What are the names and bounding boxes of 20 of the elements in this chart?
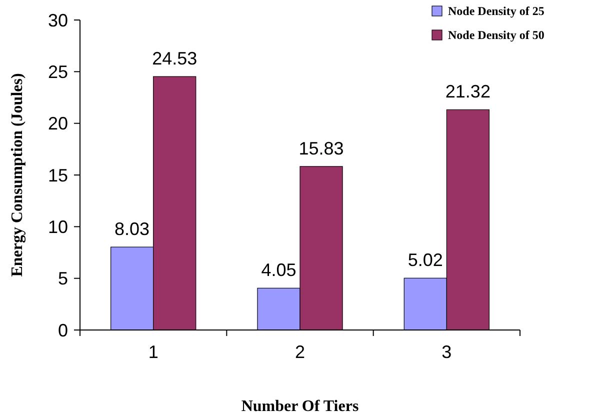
x-tick-label: 2: [294, 342, 306, 362]
data-label: 4.05: [261, 260, 296, 280]
y-tick-label: 15: [48, 165, 68, 186]
y-tick-label: 10: [48, 216, 68, 237]
data-label: 24.53: [152, 48, 198, 69]
data-label: 5.02: [408, 250, 443, 270]
x-axis-title: Number Of Tiers: [241, 398, 359, 415]
y-tick-label: 30: [48, 10, 68, 30]
x-tick-label: 1: [148, 342, 158, 362]
y-tick-label: 20: [48, 114, 68, 134]
y-tick-label: 5: [58, 268, 68, 289]
legend-label: Node Density of 50: [448, 28, 544, 42]
legend-label: Node Density of 25: [448, 4, 544, 18]
data-label: 21.32: [445, 82, 490, 102]
data-label: 8.03: [114, 219, 150, 240]
data-label: 15.83: [298, 138, 344, 158]
x-tick-label: 3: [442, 342, 452, 362]
y-axis-title: Energy Consumption (Joules): [9, 73, 26, 277]
y-tick-label: 25: [48, 62, 68, 82]
y-tick-label: 0: [58, 320, 68, 340]
